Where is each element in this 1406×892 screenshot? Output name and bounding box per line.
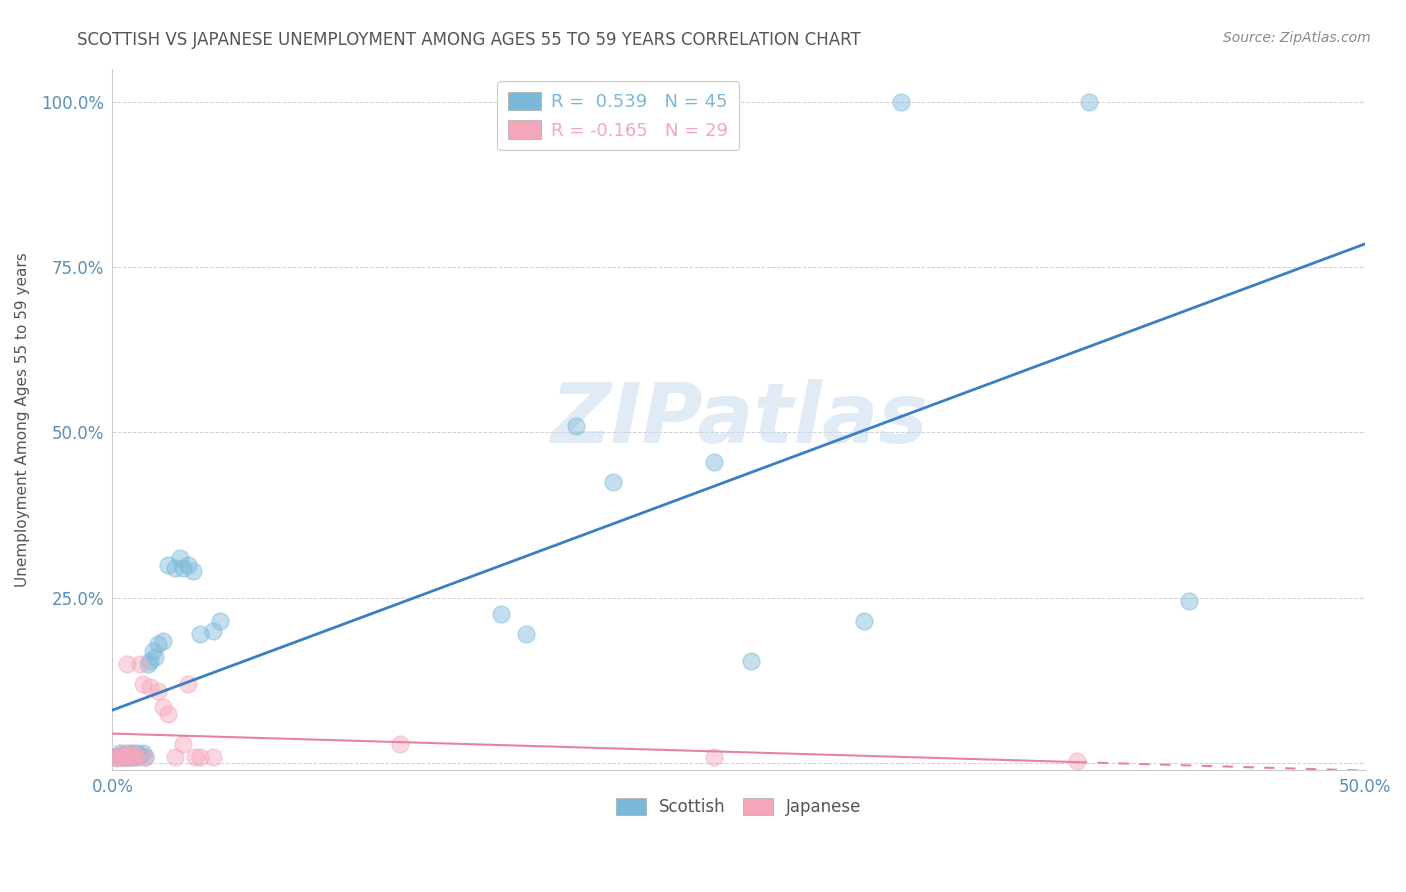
Point — [184, 749, 207, 764]
Point — [703, 455, 725, 469]
Point — [111, 748, 134, 763]
Point — [152, 634, 174, 648]
Point — [146, 683, 169, 698]
Point — [127, 747, 149, 761]
Point — [176, 558, 198, 572]
Point — [118, 749, 141, 764]
Point — [201, 624, 224, 638]
Point — [117, 747, 139, 761]
Point — [107, 749, 129, 764]
Point — [131, 747, 153, 761]
Point — [389, 737, 412, 751]
Point — [124, 748, 146, 763]
Point — [118, 748, 141, 763]
Point — [165, 749, 187, 764]
Point — [127, 749, 149, 764]
Point — [108, 747, 131, 761]
Point — [169, 551, 191, 566]
Point — [104, 749, 127, 764]
Point — [602, 475, 624, 490]
Point — [111, 747, 134, 761]
Point — [114, 749, 136, 764]
Point — [121, 747, 143, 761]
Point — [165, 561, 187, 575]
Text: SCOTTISH VS JAPANESE UNEMPLOYMENT AMONG AGES 55 TO 59 YEARS CORRELATION CHART: SCOTTISH VS JAPANESE UNEMPLOYMENT AMONG … — [77, 31, 860, 49]
Point — [117, 657, 139, 672]
Point — [117, 749, 139, 764]
Point — [141, 644, 163, 658]
Point — [188, 749, 211, 764]
Point — [156, 706, 179, 721]
Point — [108, 749, 131, 764]
Point — [118, 749, 141, 764]
Point — [104, 749, 127, 764]
Point — [740, 654, 762, 668]
Point — [139, 680, 162, 694]
Y-axis label: Unemployment Among Ages 55 to 59 years: Unemployment Among Ages 55 to 59 years — [15, 252, 30, 587]
Point — [172, 561, 194, 575]
Point — [107, 751, 129, 765]
Point — [890, 95, 912, 109]
Text: Source: ZipAtlas.com: Source: ZipAtlas.com — [1223, 31, 1371, 45]
Legend: Scottish, Japanese: Scottish, Japanese — [607, 790, 870, 825]
Point — [127, 749, 149, 764]
Point — [121, 749, 143, 764]
Point — [146, 637, 169, 651]
Point — [565, 418, 588, 433]
Point — [209, 614, 232, 628]
Point — [188, 627, 211, 641]
Point — [143, 650, 166, 665]
Point — [176, 677, 198, 691]
Point — [131, 677, 153, 691]
Point — [489, 607, 512, 622]
Point — [114, 748, 136, 763]
Point — [134, 749, 156, 764]
Point — [124, 748, 146, 763]
Point — [114, 749, 136, 764]
Point — [108, 749, 131, 764]
Point — [111, 749, 134, 764]
Point — [1078, 95, 1101, 109]
Text: ZIPatlas: ZIPatlas — [550, 379, 928, 459]
Point — [121, 749, 143, 764]
Point — [129, 657, 152, 672]
Point — [181, 565, 204, 579]
Point — [1178, 594, 1201, 608]
Point — [139, 654, 162, 668]
Point — [121, 747, 143, 761]
Point — [852, 614, 875, 628]
Point — [703, 749, 725, 764]
Point — [201, 749, 224, 764]
Point — [134, 749, 156, 764]
Point — [111, 749, 134, 764]
Point — [515, 627, 537, 641]
Point — [117, 748, 139, 763]
Point — [136, 657, 159, 672]
Point — [152, 700, 174, 714]
Point — [129, 748, 152, 763]
Point — [172, 737, 194, 751]
Point — [1066, 755, 1088, 769]
Point — [156, 558, 179, 572]
